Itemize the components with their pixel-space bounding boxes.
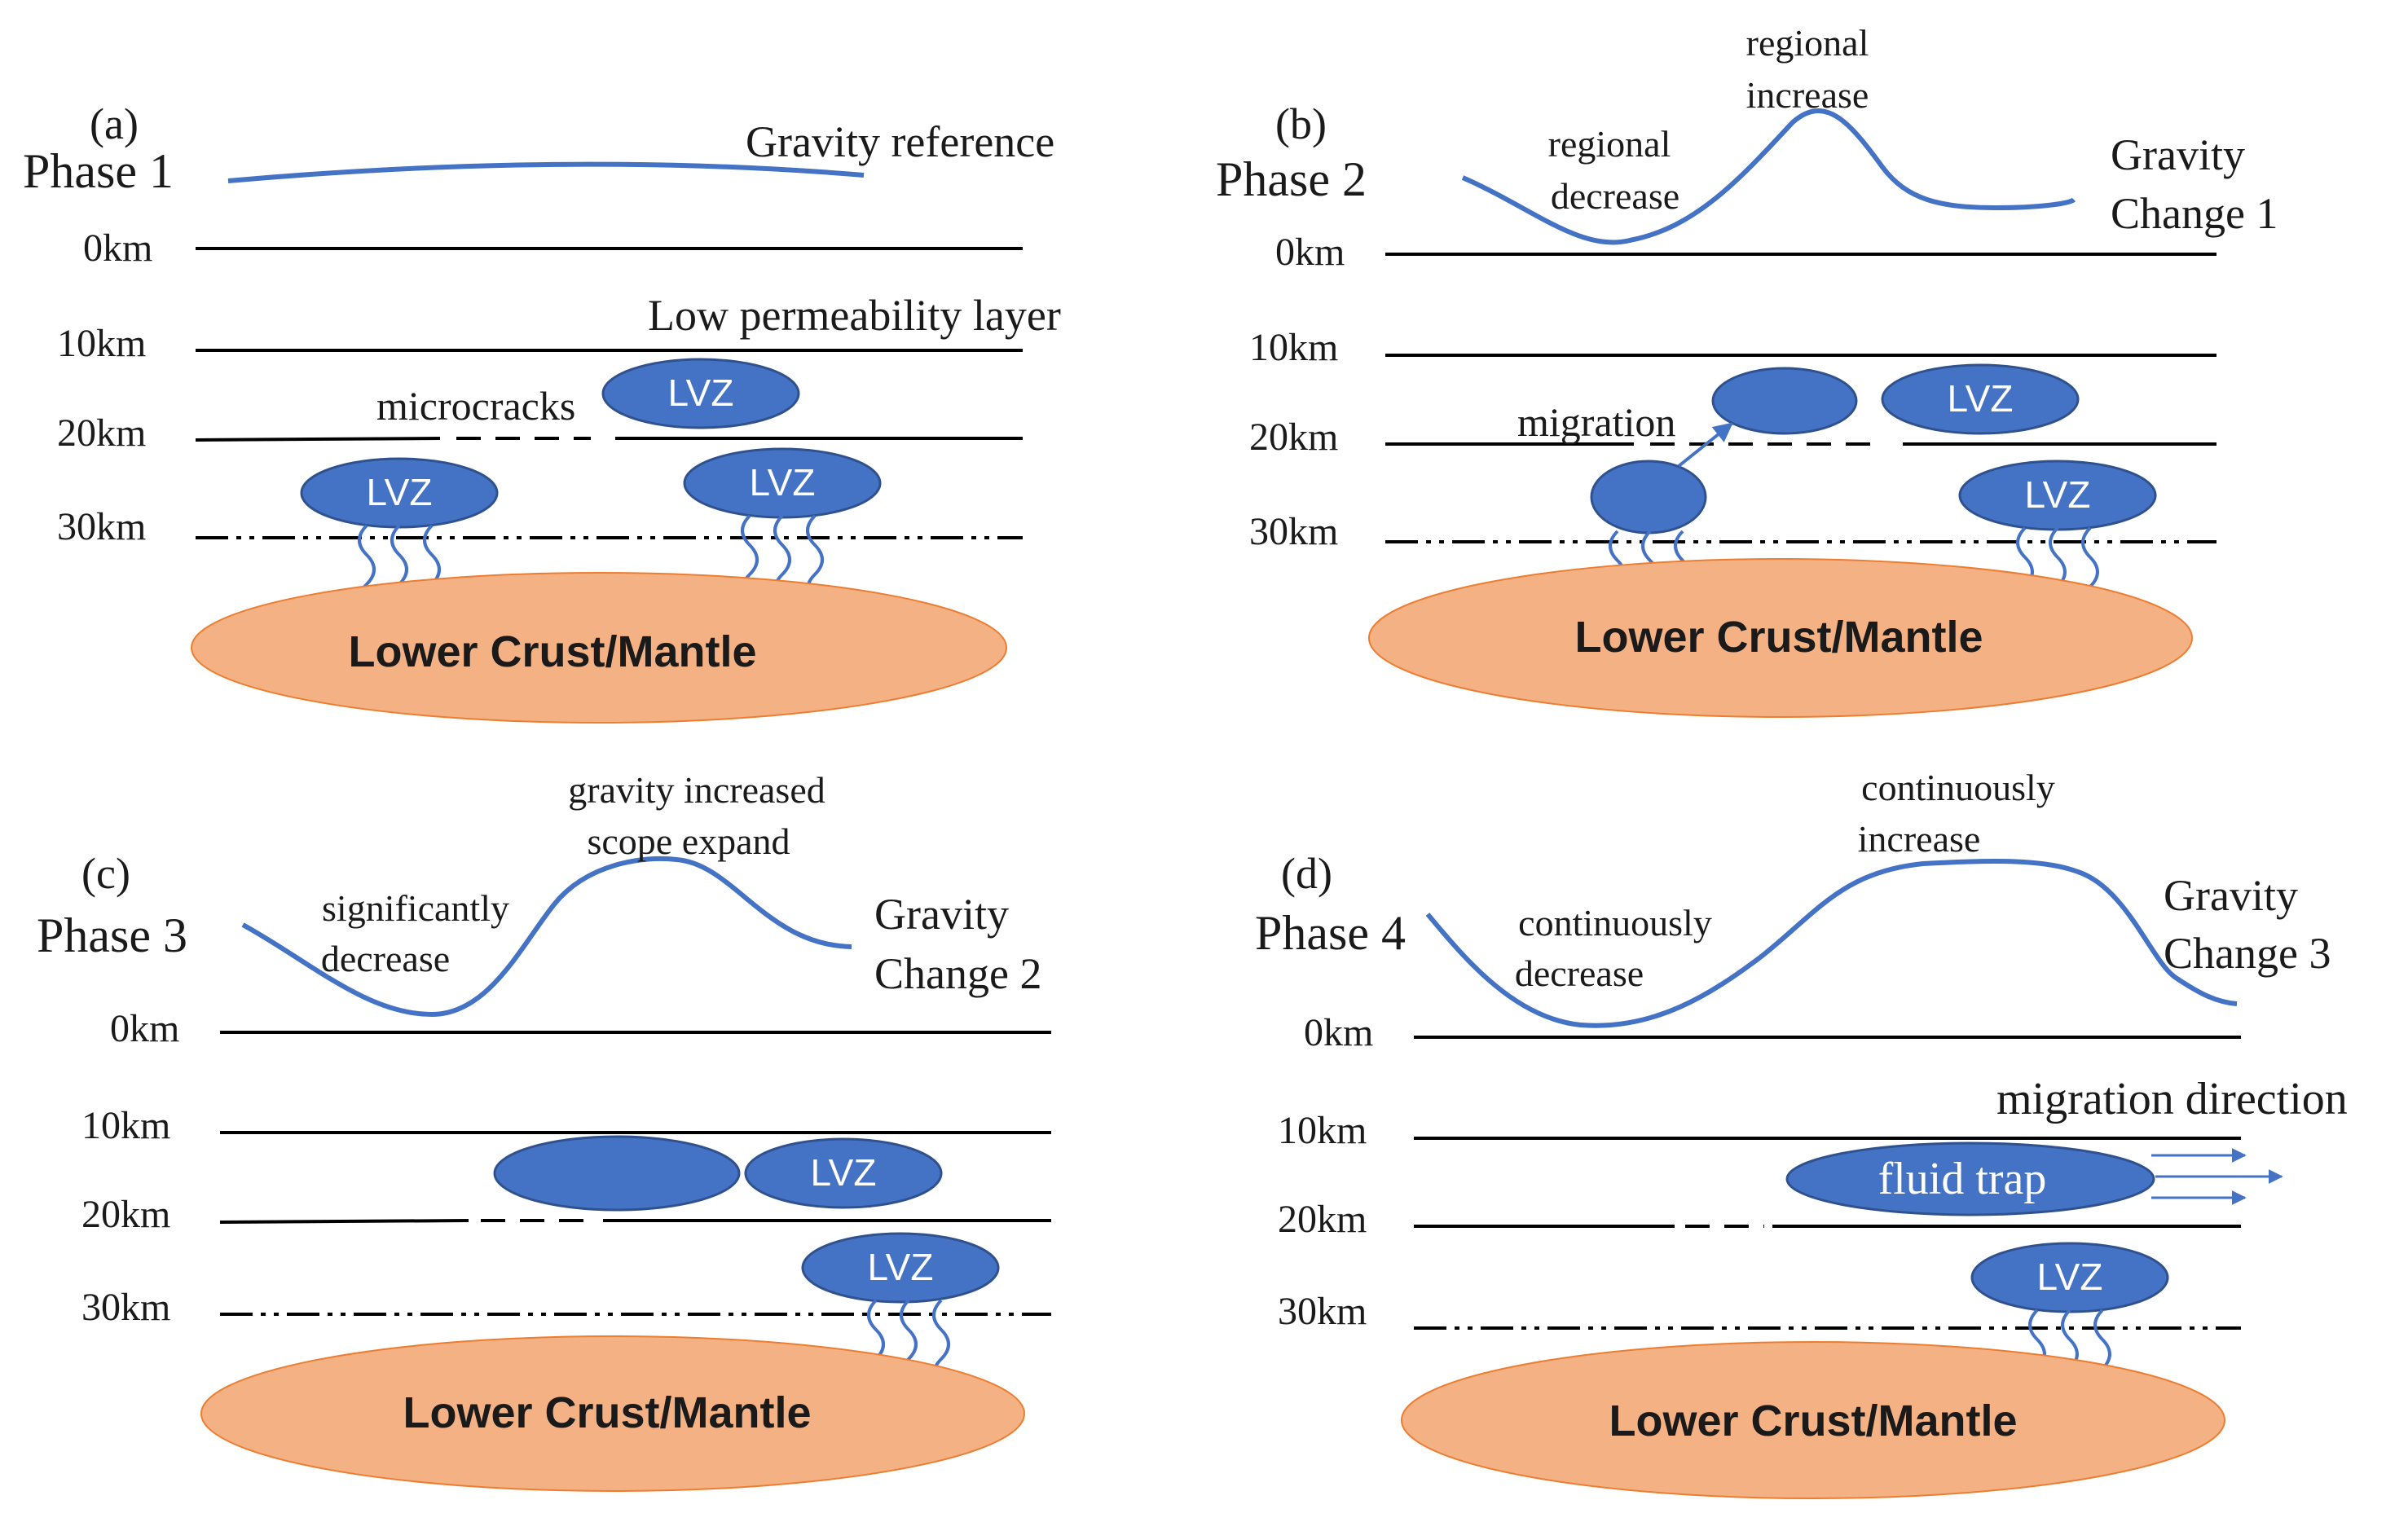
gravity-change-2-curve [241, 856, 852, 1018]
panel-d-letter: (d) [1281, 849, 1332, 898]
lvz-label: LVZ [2037, 1256, 2103, 1298]
migration-label: migration [1517, 399, 1675, 445]
depth-label-10km: 10km [1278, 1109, 1367, 1152]
panel-d: (d) Phase 4 continuously decrease contin… [1255, 767, 2348, 1499]
lvz-ellipse: LVZ [801, 1232, 1000, 1304]
lower-crust-mantle: Lower Crust/Mantle [191, 572, 1007, 724]
gravity-change-3-label-2: Change 3 [2164, 929, 2331, 978]
panel-c-letter: (c) [81, 849, 130, 898]
continuously-decrease-label-1: continuously [1518, 902, 1712, 944]
lvz-label: LVZ [367, 471, 433, 513]
depth-label-0km: 0km [1304, 1011, 1373, 1054]
lvz-label: LVZ [811, 1151, 877, 1194]
gravity-reference-label: Gravity reference [746, 117, 1054, 166]
lvz-ellipse: LVZ [683, 447, 882, 519]
depth-label-10km: 10km [1249, 326, 1338, 369]
panel-a-letter: (a) [90, 99, 139, 148]
gravity-increased-label-1: gravity increased [568, 769, 825, 811]
lvz-ellipse: LVZ [1881, 363, 2080, 435]
panel-c: (c) Phase 3 significantly decrease gravi… [37, 769, 1051, 1492]
microcracks-label: microcracks [376, 383, 575, 429]
depth-label-10km: 10km [57, 322, 146, 365]
significantly-decrease-label-2: decrease [321, 938, 450, 979]
lvz-label: LVZ [668, 372, 734, 414]
depth-label-0km: 0km [1275, 231, 1345, 274]
mantle-label: Lower Crust/Mantle [403, 1388, 811, 1437]
panel-b-letter: (b) [1275, 99, 1327, 148]
lvz-label: LVZ [750, 461, 816, 504]
gravity-change-1-label-2: Change 1 [2111, 189, 2278, 238]
lvz-ellipse: LVZ [744, 1137, 943, 1209]
significantly-decrease-label-1: significantly [322, 887, 509, 929]
mantle-label: Lower Crust/Mantle [1574, 613, 1983, 662]
mantle-label: Lower Crust/Mantle [1609, 1397, 2017, 1445]
low-permeability-label: Low permeability layer [648, 291, 1061, 340]
migration-direction-label: migration direction [1996, 1074, 2348, 1124]
regional-increase-label-1: regional [1746, 22, 1869, 64]
lower-crust-mantle: Lower Crust/Mantle [200, 1335, 1025, 1492]
depth-label-30km: 30km [57, 505, 146, 548]
gravity-change-3-curve [1425, 859, 2238, 1028]
lvz-label: LVZ [1948, 377, 2014, 420]
regional-decrease-label-2: decrease [1551, 175, 1679, 217]
lower-crust-mantle: Lower Crust/Mantle [1368, 558, 2193, 718]
panel-d-phase: Phase 4 [1255, 906, 1406, 960]
depth-label-0km: 0km [83, 227, 152, 270]
lvz-label: LVZ [868, 1246, 934, 1288]
panel-a: (a) Phase 1 Gravity reference 0km 10km L… [23, 99, 1061, 724]
depth-line-20km-left [195, 437, 441, 442]
regional-increase-label-2: increase [1746, 74, 1869, 116]
continuously-increase-label-1: continuously [1861, 767, 2055, 808]
panel-a-phase: Phase 1 [23, 144, 174, 198]
depth-label-0km: 0km [110, 1007, 179, 1050]
migration-arrow [1677, 422, 1733, 468]
expanded-lvz-body [493, 1135, 741, 1212]
lvz-label: LVZ [2025, 473, 2091, 516]
gravity-change-2-label-1: Gravity [874, 890, 1009, 939]
panel-b-phase: Phase 2 [1216, 152, 1367, 206]
fluid-trap-label: fluid trap [1878, 1154, 2047, 1204]
depth-label-30km: 30km [81, 1286, 170, 1329]
depth-label-30km: 30km [1249, 510, 1338, 553]
depth-label-10km: 10km [81, 1104, 170, 1147]
depth-line-20km-left [219, 1219, 469, 1224]
lvz-ellipse: LVZ [1970, 1242, 2169, 1313]
depth-label-20km: 20km [57, 411, 146, 455]
lvz-ellipse: LVZ [1958, 460, 2157, 531]
depth-label-20km: 20km [1249, 416, 1338, 459]
depth-label-30km: 30km [1278, 1290, 1367, 1333]
migrating-body-upper [1711, 367, 1858, 435]
lower-crust-mantle: Lower Crust/Mantle [1401, 1341, 2225, 1499]
lvz-ellipse: LVZ [300, 457, 499, 529]
gravity-reference-curve [227, 161, 865, 183]
gravity-change-1-label-1: Gravity [2111, 130, 2245, 179]
continuously-increase-label-2: increase [1858, 818, 1981, 860]
fluid-trap: fluid trap [1785, 1142, 2155, 1216]
mantle-label: Lower Crust/Mantle [348, 627, 756, 676]
continuously-decrease-label-2: decrease [1515, 952, 1644, 994]
lvz-ellipse: LVZ [601, 358, 800, 429]
panel-b: (b) Phase 2 regional decrease regional i… [1216, 22, 2278, 718]
depth-label-20km: 20km [81, 1193, 170, 1236]
gravity-change-3-label-1: Gravity [2164, 871, 2298, 920]
gravity-change-1-curve [1461, 108, 2076, 245]
migrating-body-lower [1590, 460, 1707, 534]
regional-decrease-label-1: regional [1548, 123, 1671, 165]
depth-label-20km: 20km [1278, 1198, 1367, 1241]
migration-direction-arrows [2151, 1148, 2283, 1205]
gravity-change-2-label-2: Change 2 [874, 949, 1041, 998]
panel-c-phase: Phase 3 [37, 908, 187, 962]
gravity-increased-label-2: scope expand [587, 820, 790, 862]
